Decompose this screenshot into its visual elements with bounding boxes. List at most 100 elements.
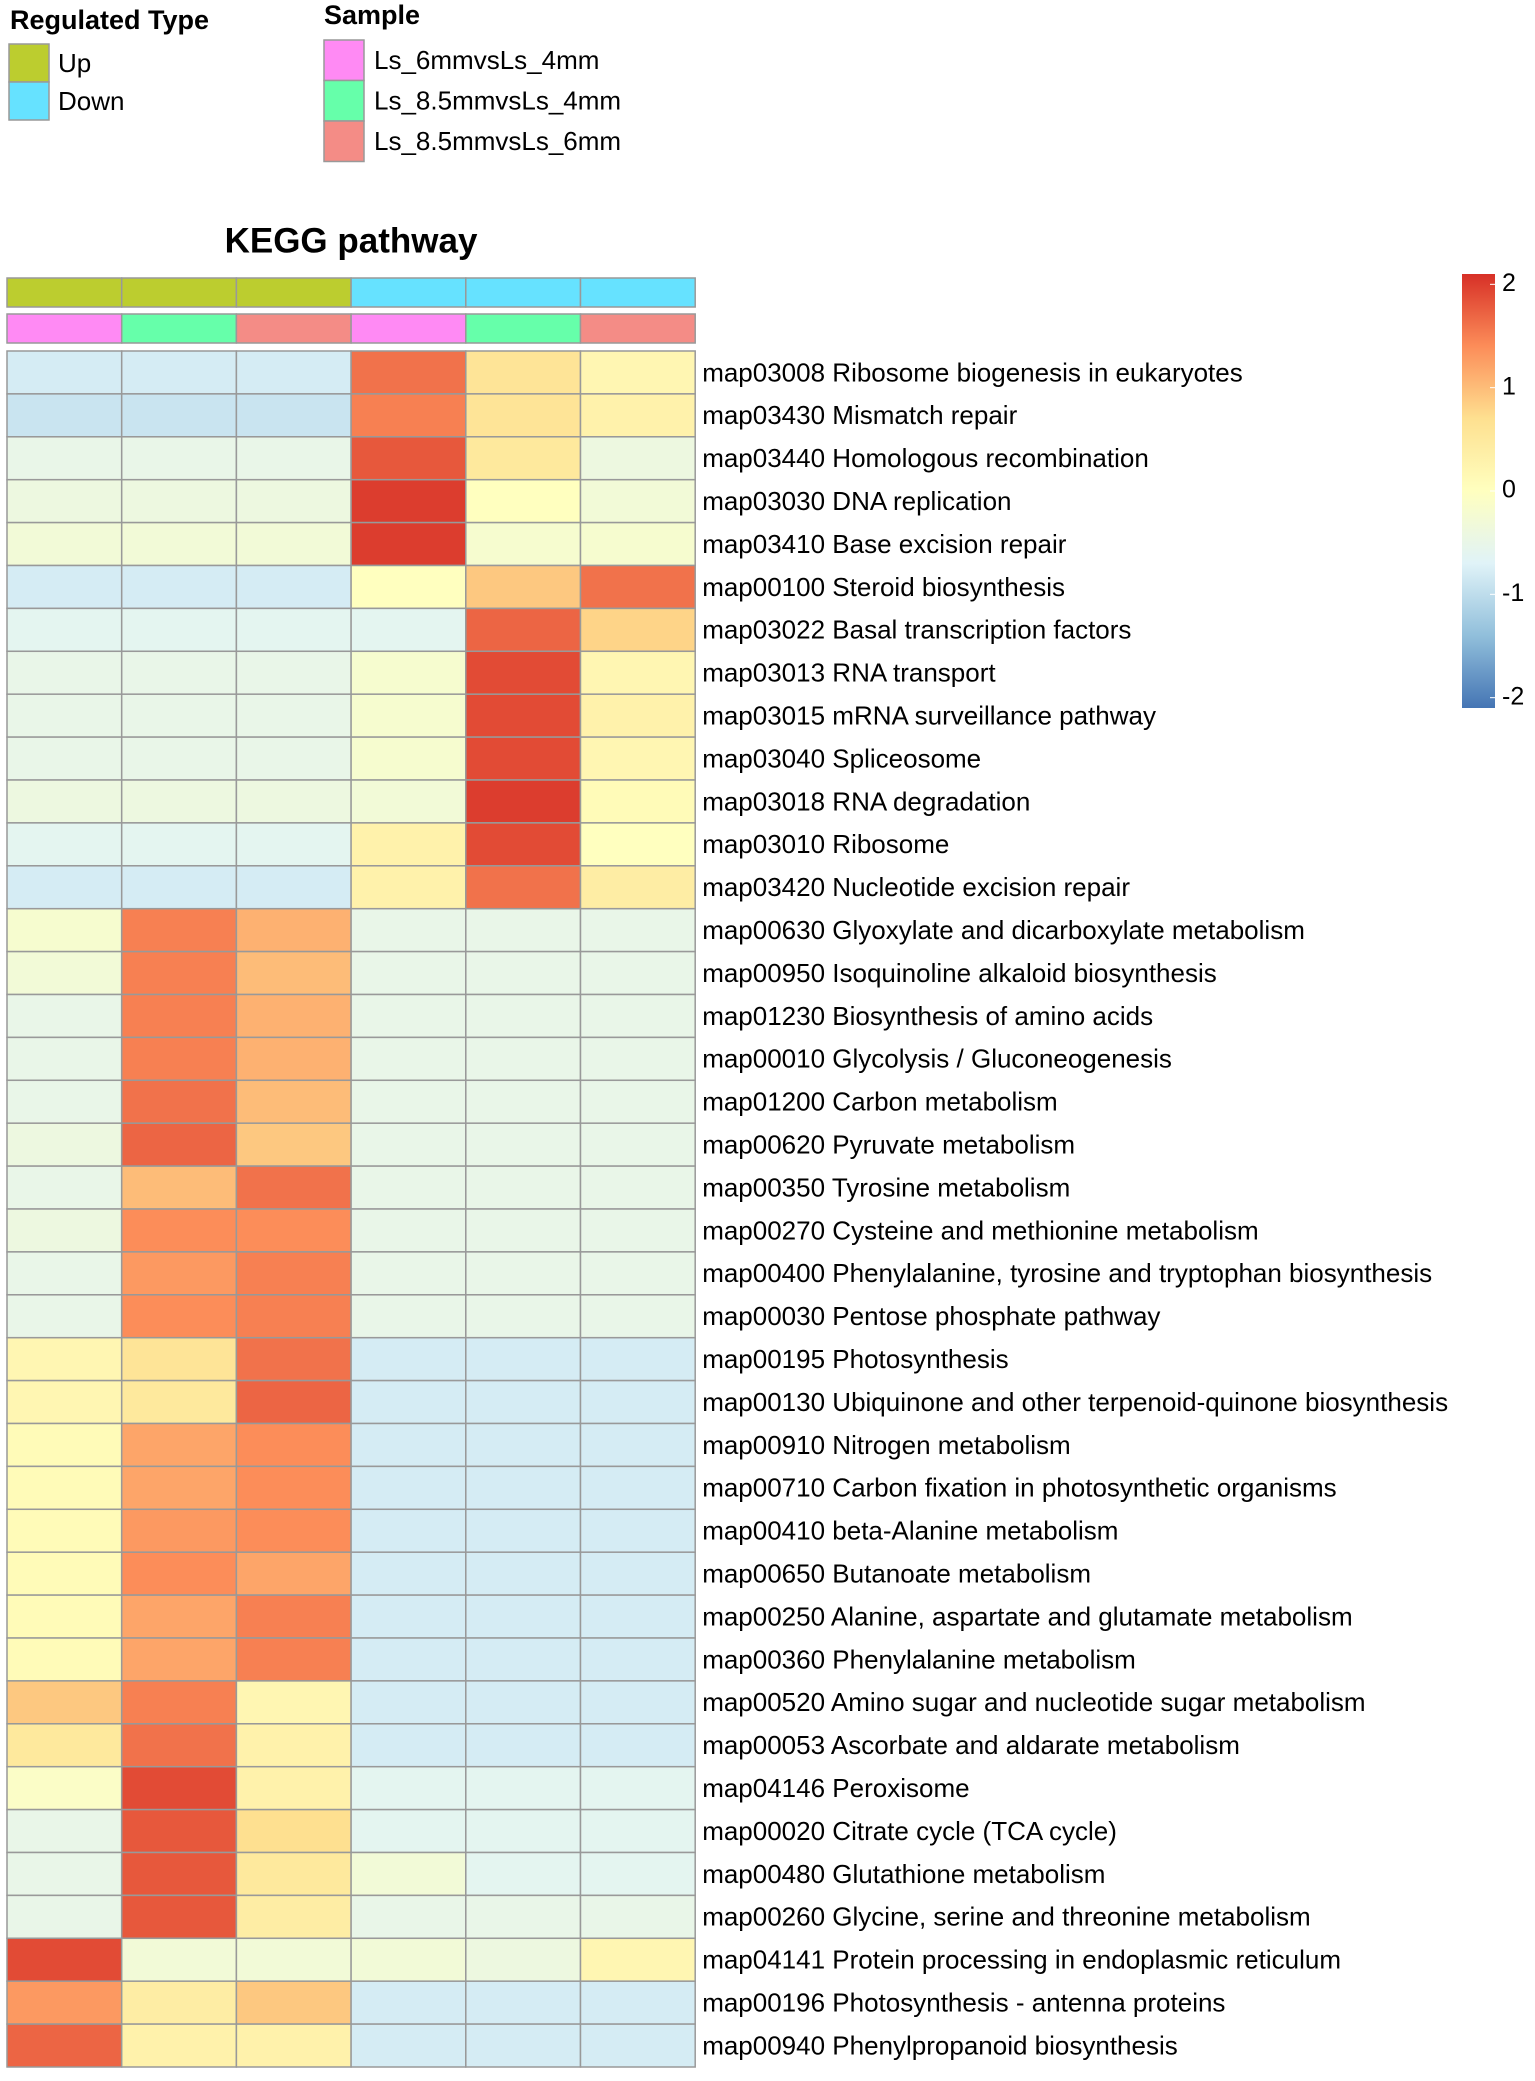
row-label: map00020 Citrate cycle (TCA cycle)	[702, 1816, 1117, 1846]
heat-cell	[465, 521, 582, 567]
heat-cell	[6, 822, 123, 867]
heat-cell	[465, 2023, 582, 2068]
heat-cell	[6, 1723, 123, 1768]
heat-cell	[350, 1294, 467, 1339]
heat-cell	[465, 1680, 582, 1725]
legend-swatch	[323, 79, 365, 122]
heat-cell	[120, 1294, 238, 1339]
heat-cell	[465, 1336, 582, 1382]
heat-cell	[6, 1808, 123, 1854]
heat-cell	[235, 1122, 352, 1167]
row-label: map00196 Photosynthesis - antenna protei…	[702, 1988, 1225, 2018]
heat-cell	[120, 2023, 238, 2068]
heat-cell	[579, 993, 696, 1039]
annotation-cell	[6, 277, 123, 308]
heat-cell	[120, 1251, 238, 1296]
annotation-cell	[579, 277, 696, 308]
annotation-cell	[465, 277, 582, 308]
heat-cell	[579, 950, 696, 996]
annotation-cell	[6, 313, 123, 344]
row-label: map00710 Carbon fixation in photosynthet…	[702, 1473, 1336, 1503]
heat-cell	[350, 1808, 467, 1854]
heat-cell	[350, 607, 467, 653]
heat-cell	[235, 436, 352, 481]
heat-cell	[120, 436, 238, 481]
row-label: map00620 Pyruvate metabolism	[702, 1130, 1075, 1160]
heat-cell	[350, 1894, 467, 1940]
heat-cell	[579, 907, 696, 953]
heat-cell	[579, 822, 696, 867]
heat-cell	[6, 736, 123, 781]
heat-cell	[579, 1036, 696, 1082]
heat-cell	[120, 993, 238, 1039]
row-label: map00410 beta-Alanine metabolism	[702, 1516, 1118, 1546]
row-label: map00520 Amino sugar and nucleotide suga…	[702, 1687, 1365, 1717]
heat-cell	[579, 865, 696, 910]
annotation-cell	[350, 313, 467, 344]
row-label: map00630 Glyoxylate and dicarboxylate me…	[702, 915, 1305, 945]
heat-cell	[350, 2023, 467, 2068]
heat-cell	[579, 1637, 696, 1682]
heat-cell	[350, 650, 467, 695]
heat-cell	[120, 521, 238, 567]
heat-cell	[120, 1422, 238, 1468]
heat-cell	[6, 1680, 123, 1725]
heat-cell	[235, 350, 352, 395]
heat-cell	[6, 950, 123, 996]
heat-cell	[579, 478, 696, 524]
heat-cell	[120, 1336, 238, 1382]
heat-cell	[235, 1851, 352, 1897]
row-label: map00130 Ubiquinone and other terpenoid-…	[702, 1387, 1448, 1417]
heat-cell	[6, 693, 123, 738]
heat-cell	[350, 1508, 467, 1553]
heat-cell	[579, 1765, 696, 1811]
heat-cell	[6, 993, 123, 1039]
heat-cell	[465, 478, 582, 524]
row-label: map00030 Pentose phosphate pathway	[702, 1301, 1160, 1331]
heat-cell	[579, 1680, 696, 1725]
heat-cell	[465, 564, 582, 610]
heat-cell	[235, 1808, 352, 1854]
heat-cell	[465, 1508, 582, 1553]
row-label: map03018 RNA degradation	[702, 786, 1030, 816]
heat-cell	[465, 1594, 582, 1639]
heat-cell	[579, 1980, 696, 2025]
heat-cell	[350, 1379, 467, 1425]
heat-cell	[350, 865, 467, 910]
heat-cell	[465, 950, 582, 996]
heat-cell	[120, 736, 238, 781]
heat-cell	[235, 607, 352, 653]
heat-cell	[350, 1937, 467, 1982]
legend-swatch	[323, 120, 365, 163]
colorbar-tick-label: 0	[1502, 476, 1516, 504]
row-label: map03410 Base excision repair	[702, 529, 1067, 559]
heat-cell	[350, 822, 467, 867]
heat-cell	[235, 1251, 352, 1296]
row-label: map03440 Homologous recombination	[702, 443, 1149, 473]
row-label: map00940 Phenylpropanoid biosynthesis	[702, 2030, 1178, 2060]
heat-cell	[6, 1594, 123, 1639]
heat-cell	[350, 907, 467, 953]
heat-cell	[6, 564, 123, 610]
heat-cell	[6, 1765, 123, 1811]
heat-cell	[235, 993, 352, 1039]
row-label: map00480 Glutathione metabolism	[702, 1859, 1105, 1889]
heat-cell	[350, 1980, 467, 2025]
heat-cell	[465, 779, 582, 824]
heat-cell	[465, 1894, 582, 1940]
heat-cell	[120, 1122, 238, 1167]
heat-cell	[235, 564, 352, 610]
heat-cell	[120, 1937, 238, 1982]
heat-cell	[350, 1723, 467, 1768]
heat-cell	[465, 1980, 582, 2025]
heat-cell	[350, 1594, 467, 1639]
heat-cell	[235, 1894, 352, 1940]
heat-cell	[579, 1937, 696, 1982]
heat-cell	[120, 1680, 238, 1725]
heat-cell	[579, 350, 696, 395]
heat-cell	[465, 607, 582, 653]
legend-label: Ls_8.5mmvsLs_6mm	[374, 126, 621, 156]
heat-cell	[235, 1551, 352, 1596]
annotation-cell	[235, 277, 352, 308]
heat-cell	[465, 736, 582, 781]
